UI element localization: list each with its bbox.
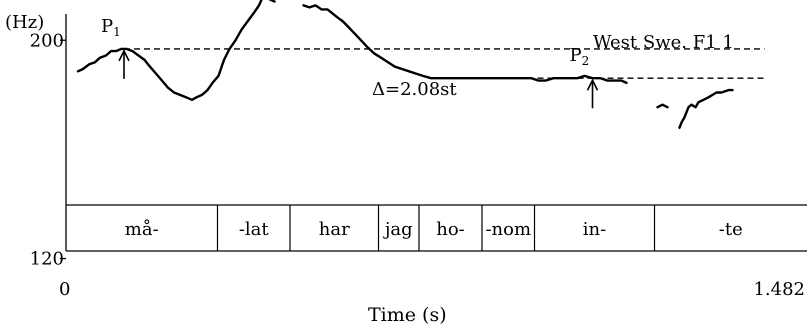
y-axis-unit-label: (Hz): [5, 12, 44, 33]
x-tick-label-end: 1.482: [753, 279, 805, 300]
peak-arrow-head: [118, 49, 130, 62]
x-tick-label-start: 0: [59, 279, 70, 300]
syllable-label: må-: [125, 218, 159, 240]
syllable-label: -te: [719, 219, 743, 240]
syllable-label: -nom: [485, 219, 531, 240]
f0-contour-segment: [678, 88, 734, 129]
syllable-label: jag: [383, 219, 413, 240]
f0-contour-segment: [76, 0, 276, 101]
y-tick-label: 120: [30, 249, 64, 270]
peak-label: P2: [570, 45, 590, 68]
syllable-label: ho-: [436, 219, 465, 240]
peak-arrow-head: [586, 78, 599, 91]
syllable-label: -lat: [239, 219, 270, 240]
x-axis-label: Time (s): [368, 304, 447, 326]
syllable-label: har: [319, 219, 350, 240]
peak-label: P1: [101, 16, 121, 39]
f0-contour-segment: [656, 103, 669, 109]
delta-annotation: Δ=2.08st: [372, 79, 457, 100]
syllable-label: in-: [583, 219, 606, 240]
f0-contour-segment: [302, 4, 628, 85]
chart-title: West Swe. F1 1: [593, 32, 734, 53]
y-tick-label: 200: [30, 30, 64, 51]
